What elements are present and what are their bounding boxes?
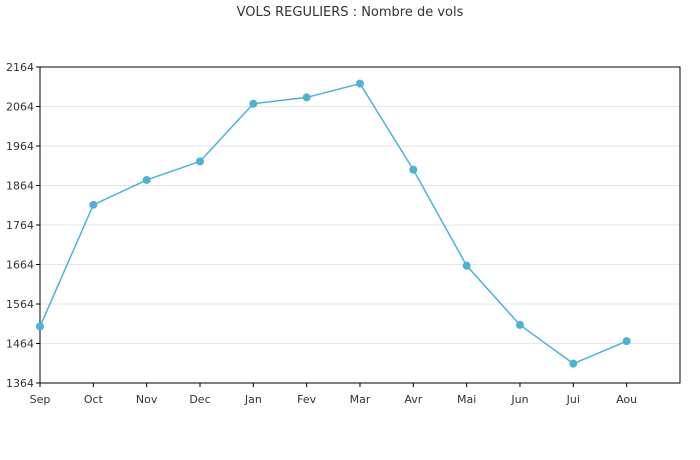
x-tick-label: Nov <box>136 393 158 406</box>
x-tick-label: Aou <box>616 393 637 406</box>
y-tick-label: 1664 <box>6 259 34 272</box>
gridlines <box>40 66 680 384</box>
y-tick-label: 1864 <box>6 180 34 193</box>
series-line <box>39 82 627 365</box>
data-point <box>142 175 151 184</box>
x-tick-label: Mai <box>457 393 476 406</box>
x-tick-label: Mar <box>350 393 371 406</box>
y-tick-label: 2164 <box>6 61 34 74</box>
y-tick-label: 1364 <box>6 377 34 390</box>
x-tick-label: Sep <box>30 393 51 406</box>
data-point <box>622 337 631 346</box>
x-tick-label: Oct <box>84 393 104 406</box>
series-markers <box>36 79 631 368</box>
x-axis: Sep Oct Nov Dec Jan Fev Mar Avr Mai Jun Jui Aou <box>30 383 637 406</box>
data-point <box>355 79 364 88</box>
data-point <box>195 157 204 166</box>
x-tick-label: Jan <box>244 393 262 406</box>
y-axis: 1364 1464 1564 1664 1764 1864 1964 2064 2164 <box>6 61 40 390</box>
y-tick-label: 1964 <box>6 140 34 153</box>
y-tick-label: 1764 <box>6 219 34 232</box>
data-point <box>462 261 471 270</box>
x-tick-label: Fev <box>297 393 316 406</box>
x-tick-label: Jui <box>566 393 580 406</box>
data-point <box>569 359 578 368</box>
y-tick-label: 2064 <box>6 101 34 114</box>
y-tick-label: 1564 <box>6 298 34 311</box>
x-tick-label: Jun <box>510 393 528 406</box>
data-point <box>302 93 311 102</box>
chart-title: VOLS REGULIERS : Nombre de vols <box>236 5 464 20</box>
data-point <box>89 200 98 209</box>
data-point <box>249 99 258 108</box>
x-tick-label: Dec <box>189 393 210 406</box>
data-point <box>36 322 44 331</box>
data-point <box>409 165 418 174</box>
y-tick-label: 1464 <box>6 338 34 351</box>
x-tick-label: Avr <box>404 393 422 406</box>
data-point <box>515 320 524 329</box>
